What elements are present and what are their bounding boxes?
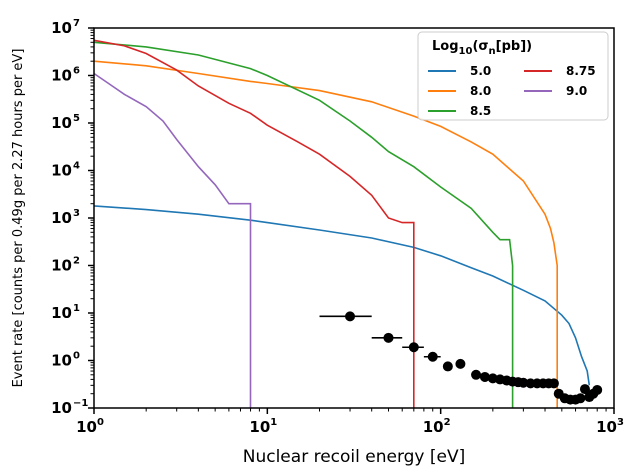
series-line-4 — [93, 72, 252, 408]
legend: Log10(σn[pb]) 5.0 8.0 8.5 8.75 9.0 — [417, 31, 609, 121]
measurement-point-24 — [579, 384, 590, 395]
measurement-point-1 — [383, 332, 394, 343]
y-tick-exp-3: 2 — [73, 256, 80, 267]
y-tick-base-7: 10 — [51, 67, 72, 85]
x-tick-base-0: 10 — [76, 418, 97, 436]
y-tick-label-4: 10 — [51, 209, 72, 227]
x-tick-base-2: 10 — [423, 418, 444, 436]
x-tick-base-1: 10 — [249, 418, 270, 436]
y-tick-label-2: 10 — [51, 304, 72, 322]
y-tick-base-2: 10 — [51, 304, 72, 322]
measurement-point-6 — [471, 369, 482, 380]
measurement-point-2 — [408, 342, 419, 353]
x-tick-exp-1: 1 — [270, 417, 277, 428]
legend-label-4: 9.0 — [566, 84, 587, 98]
x-axis-title: Nuclear recoil energy [eV] — [243, 447, 466, 467]
y-tick-exp-0: −1 — [73, 398, 88, 409]
x-tick-exp-3: 3 — [617, 417, 624, 428]
y-tick-base-6: 10 — [51, 114, 72, 132]
y-tick-label-6: 10 — [51, 114, 72, 132]
series-line-0 — [93, 205, 591, 386]
legend-label-3: 8.75 — [566, 64, 596, 78]
y-tick-label-0: 10 — [51, 399, 72, 417]
x-tick-label-0: 100 — [76, 417, 104, 436]
y-tick-label-1: 10 — [51, 352, 72, 370]
legend-title-end: [pb]) — [496, 39, 532, 54]
y-tick-exp-7: 6 — [73, 66, 80, 77]
measurement-point-3 — [427, 351, 438, 362]
legend-label-2: 8.5 — [470, 104, 491, 118]
x-tick-exp-2: 2 — [444, 417, 451, 428]
x-tick-base-3: 10 — [596, 418, 617, 436]
y-tick-base-1: 10 — [51, 352, 72, 370]
legend-title-prefix: Log — [432, 39, 459, 54]
y-tick-exp-8: 7 — [73, 18, 80, 29]
measurement-point-7 — [479, 371, 490, 382]
series-line-1 — [93, 60, 559, 408]
y-tick-exp-6: 5 — [73, 113, 80, 124]
measurement-point-4 — [442, 361, 453, 372]
legend-title-suffix: (σ — [472, 39, 488, 54]
legend-entries: 5.0 8.0 8.5 8.75 9.0 — [428, 64, 596, 118]
y-tick-label-8: 10 — [51, 19, 72, 37]
measurement-point-27 — [592, 384, 603, 395]
legend-title-sub: 10 — [459, 46, 473, 57]
measurement-point-0 — [345, 311, 356, 322]
x-tick-label-3: 103 — [596, 417, 624, 436]
y-tick-exp-4: 3 — [73, 208, 80, 219]
measurement-point-23 — [575, 393, 586, 404]
series-layer — [93, 39, 591, 408]
measurement-point-18 — [548, 378, 559, 389]
legend-title: Log10(σn[pb]) — [432, 39, 532, 57]
y-axis-title: Event rate [counts per 0.49g per 2.27 ho… — [11, 49, 26, 388]
x-tick-label-2: 102 — [423, 417, 451, 436]
legend-label-1: 8.0 — [470, 84, 491, 98]
y-tick-exp-1: 0 — [73, 351, 80, 362]
y-tick-exp-2: 1 — [73, 303, 80, 314]
y-tick-label-7: 10 — [51, 67, 72, 85]
y-tick-exp-5: 4 — [73, 161, 80, 172]
y-tick-base-3: 10 — [51, 257, 72, 275]
x-tick-label-1: 101 — [249, 417, 277, 436]
y-tick-label-3: 10 — [51, 257, 72, 275]
series-line-3 — [93, 39, 415, 408]
y-tick-base-0: 10 — [51, 399, 72, 417]
x-tick-exp-0: 0 — [97, 417, 104, 428]
y-tick-base-4: 10 — [51, 209, 72, 227]
measurement-point-13 — [518, 377, 529, 388]
legend-title-sub2: n — [489, 46, 496, 57]
legend-label-0: 5.0 — [470, 64, 491, 78]
y-tick-base-5: 10 — [51, 162, 72, 180]
measurement-layer — [319, 311, 603, 405]
series-line-2 — [93, 41, 514, 408]
y-tick-base-8: 10 — [51, 19, 72, 37]
legend-box — [417, 31, 609, 121]
measurement-point-5 — [455, 358, 466, 369]
y-tick-label-5: 10 — [51, 162, 72, 180]
